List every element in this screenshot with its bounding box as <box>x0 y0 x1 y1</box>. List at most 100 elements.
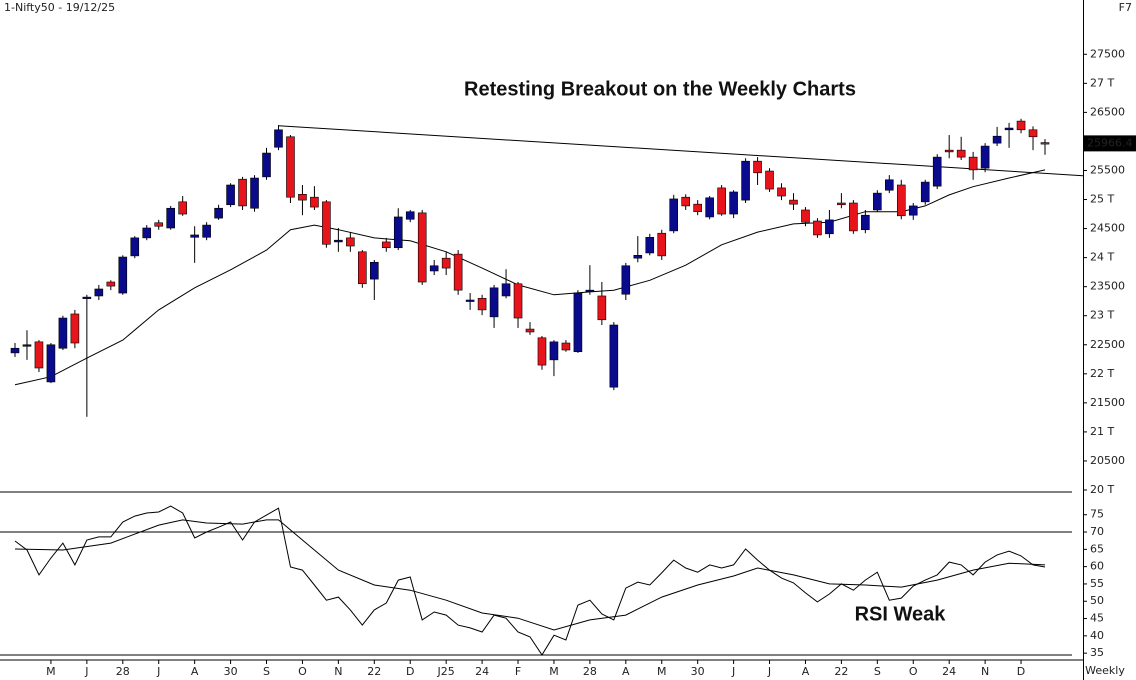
candle-body <box>992 135 1002 144</box>
candle-body <box>58 317 68 349</box>
rsi-line <box>14 505 1046 656</box>
candle-body <box>585 289 595 292</box>
y-tick-label: 50 <box>1090 594 1104 607</box>
candle-body <box>429 265 439 272</box>
candle-body <box>920 181 930 203</box>
candle-body <box>525 328 535 333</box>
candle-body <box>130 237 140 257</box>
candle-body <box>405 211 415 220</box>
candle-body <box>358 251 367 285</box>
x-tick-label: D <box>1017 665 1025 678</box>
x-tick-label: A <box>802 665 810 678</box>
candle-body <box>82 296 92 299</box>
candle-body <box>22 344 32 347</box>
candle-body <box>214 207 223 219</box>
candle-body <box>693 203 702 213</box>
candle-body <box>1028 129 1038 138</box>
x-tick-label: M <box>549 665 559 678</box>
candle-body <box>501 283 511 297</box>
candle-body <box>825 219 834 235</box>
x-tick-label: 30 <box>224 665 238 678</box>
symbol-label: 1-Nifty50 - 19/12/25 <box>4 1 115 14</box>
y-tick-label: 24500 <box>1090 222 1125 235</box>
candle-body <box>202 224 211 238</box>
candle-body <box>729 191 738 215</box>
candle-body <box>861 214 870 231</box>
candle-body <box>669 198 679 232</box>
x-tick-label: J <box>767 665 771 678</box>
moving-average <box>14 169 1046 386</box>
x-tick-label: A <box>622 665 630 678</box>
x-tick-label: 24 <box>475 665 489 678</box>
y-tick-label: 25500 <box>1090 163 1125 176</box>
y-tick-label: 22500 <box>1090 338 1125 351</box>
candle-body <box>393 216 403 249</box>
y-tick-label: 22 T <box>1090 367 1114 380</box>
x-tick-label: D <box>406 665 414 678</box>
y-tick-label: 23 T <box>1090 309 1114 322</box>
annotation: RSI Weak <box>855 603 947 625</box>
x-tick-label: 30 <box>691 665 705 678</box>
candle-body <box>262 152 271 178</box>
x-tick-label: J25 <box>437 665 455 678</box>
x-tick-label: 22 <box>367 665 381 678</box>
candle-body <box>813 220 822 236</box>
candle-body <box>621 265 631 295</box>
candle-body <box>549 341 559 361</box>
candle-body <box>908 205 918 216</box>
candle-body <box>896 184 906 217</box>
candle-body <box>465 299 475 302</box>
candle-body <box>106 281 116 287</box>
candle-body <box>250 177 259 209</box>
candle-body <box>573 292 583 353</box>
candle-body <box>178 201 187 215</box>
y-tick-label: 24 T <box>1090 251 1114 264</box>
candle-body <box>46 344 56 383</box>
y-tick-label: 40 <box>1090 629 1104 642</box>
rsi-line <box>14 519 1046 631</box>
y-tick-label: 23500 <box>1090 280 1125 293</box>
y-tick-label: 20 T <box>1090 483 1114 496</box>
candle-body <box>597 295 607 321</box>
candle-body <box>944 149 954 153</box>
candle-body <box>837 202 846 206</box>
y-tick-label: 35 <box>1090 646 1104 659</box>
candle-body <box>417 212 427 283</box>
candle-body <box>657 232 667 257</box>
x-tick-label: F <box>515 665 521 678</box>
candle-body <box>777 187 786 197</box>
candle-body <box>1004 127 1014 131</box>
candle-body <box>310 196 319 208</box>
y-tick-label: 65 <box>1090 542 1104 555</box>
x-tick-label: M <box>657 665 667 678</box>
y-tick-label: 45 <box>1090 612 1104 625</box>
x-tick-label: 28 <box>116 665 130 678</box>
candle-body <box>681 196 690 207</box>
interval-label: Weekly <box>1085 664 1125 677</box>
candle-body <box>537 337 547 366</box>
chart-title: Retesting Breakout on the Weekly Charts <box>464 78 856 100</box>
x-tick-label: M <box>46 665 56 678</box>
candle-body <box>10 347 20 354</box>
candle-body <box>561 342 571 351</box>
candle-body <box>1040 142 1050 145</box>
candle-body <box>298 193 307 201</box>
candle-body <box>873 192 882 211</box>
x-tick-label: A <box>191 665 199 678</box>
candle-body <box>70 313 80 344</box>
x-tick-label: 22 <box>834 665 848 678</box>
y-tick-label: 25 T <box>1090 193 1114 206</box>
last-price-label: 25966.4 <box>1087 136 1133 149</box>
x-tick-label: S <box>263 665 270 678</box>
candle-body <box>118 256 128 294</box>
x-tick-label: J <box>84 665 88 678</box>
candle-body <box>190 234 199 238</box>
candle-body <box>154 222 164 227</box>
candle-body <box>753 160 762 174</box>
candle-body <box>765 170 774 190</box>
x-tick-label: 28 <box>583 665 597 678</box>
candle-body <box>489 287 499 318</box>
candle-body <box>381 241 391 249</box>
candle-body <box>956 149 966 158</box>
candle-body <box>717 187 726 215</box>
